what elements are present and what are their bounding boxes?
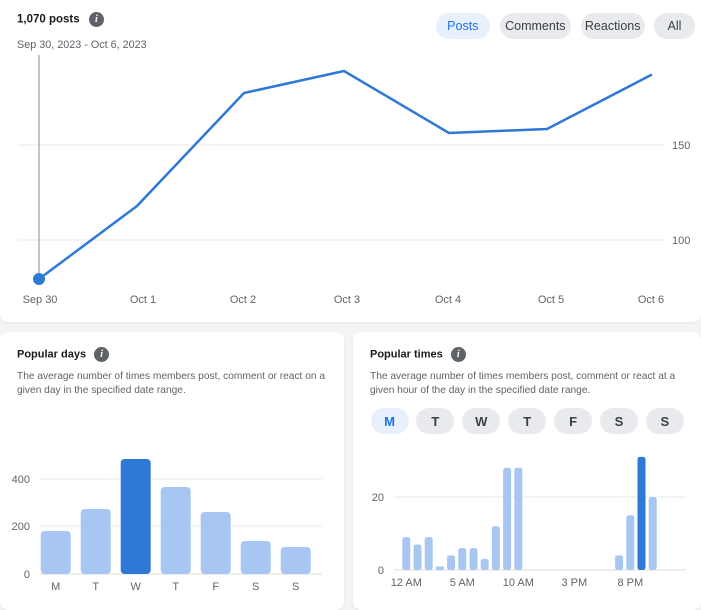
svg-text:400: 400 [12,474,30,486]
svg-text:10 AM: 10 AM [503,577,534,589]
svg-text:0: 0 [24,569,30,581]
svg-text:Sep 30: Sep 30 [23,294,58,306]
svg-text:T: T [172,581,179,592]
svg-text:W: W [131,581,142,592]
svg-text:150: 150 [672,140,690,152]
svg-text:12 AM: 12 AM [391,577,422,589]
svg-text:5 AM: 5 AM [450,577,475,589]
svg-text:200: 200 [12,521,30,533]
svg-text:Oct 3: Oct 3 [334,294,360,306]
svg-text:Oct 5: Oct 5 [538,294,564,306]
svg-text:20: 20 [372,492,384,504]
svg-text:S: S [292,581,299,592]
svg-text:0: 0 [378,565,384,577]
svg-text:Oct 1: Oct 1 [130,294,156,306]
svg-text:Oct 2: Oct 2 [230,294,256,306]
svg-text:Oct 6: Oct 6 [638,294,664,306]
svg-text:M: M [51,581,60,592]
svg-text:Oct 4: Oct 4 [435,294,461,306]
svg-text:100: 100 [672,235,690,247]
svg-text:8 PM: 8 PM [617,577,643,589]
svg-text:F: F [212,581,219,592]
svg-text:T: T [92,581,99,592]
svg-text:S: S [252,581,259,592]
svg-text:3 PM: 3 PM [561,577,587,589]
